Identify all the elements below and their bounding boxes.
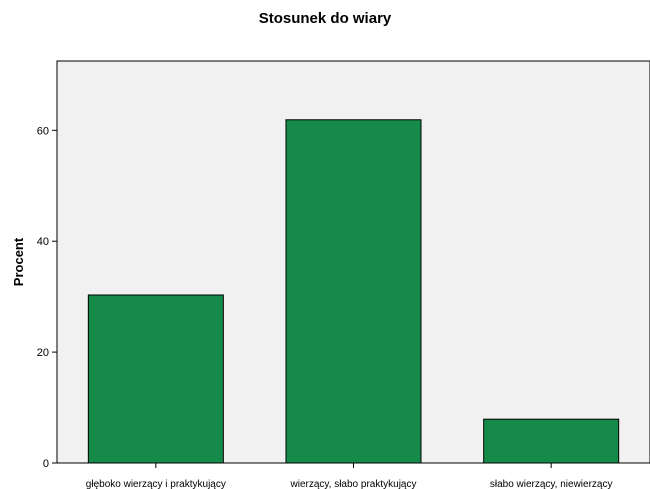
y-tick-label: 60 xyxy=(37,125,49,137)
y-tick-label: 0 xyxy=(43,458,49,470)
x-category-label: słabo wierzący, niewierzący xyxy=(490,479,613,489)
bar xyxy=(285,119,422,464)
y-tick-label: 40 xyxy=(37,236,49,248)
x-category-label: wierzący, słabo praktykujący xyxy=(290,479,417,489)
chart-title: Stosunek do wiary xyxy=(258,10,392,27)
bar xyxy=(87,294,224,464)
y-axis-title: Procent xyxy=(11,237,26,286)
x-category-label: głęboko wierzący i praktykujący xyxy=(86,479,226,489)
y-tick-label: 20 xyxy=(37,347,49,359)
plot-area-group: 0 20 40 60 głęboko wierzący i praktykujący wi… xyxy=(11,60,650,489)
bar xyxy=(483,418,620,464)
